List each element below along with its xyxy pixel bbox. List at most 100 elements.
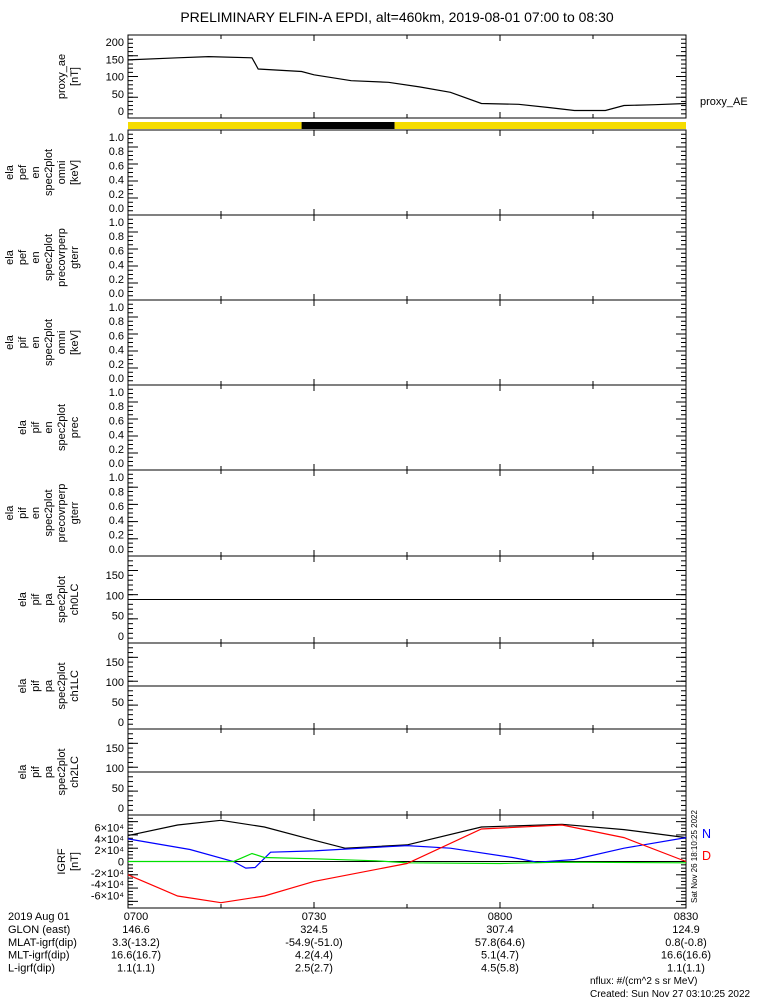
y-tick-label: 0.8 xyxy=(109,401,124,413)
y-tick-label: 2×10⁴ xyxy=(94,845,124,857)
y-tick-label: 0.0 xyxy=(109,203,124,215)
y-tick-label: 0.4 xyxy=(109,515,124,527)
y-tick-label: 50 xyxy=(112,611,124,623)
y-tick-label: 0.8 xyxy=(109,316,124,328)
y-axis-label-line: ch0LC xyxy=(69,584,81,616)
xaxis-row-label: MLAT-igrf(dip) xyxy=(8,937,77,949)
plot-title: PRELIMINARY ELFIN-A EPDI, alt=460km, 201… xyxy=(180,9,614,25)
y-tick-label: 100 xyxy=(106,763,124,775)
y-tick-label: 0.4 xyxy=(109,345,124,357)
y-tick-label: 0.6 xyxy=(109,330,124,342)
panel-proxy_ae: 0 50 100 150 200 proxy_ae [nT] xyxy=(56,34,687,119)
y-tick-label: 6×10⁴ xyxy=(94,823,124,835)
status-segment xyxy=(394,122,686,129)
y-tick-label: 50 xyxy=(112,89,124,101)
y-tick-label: 0.0 xyxy=(109,458,124,470)
xaxis-row-label: L-igrf(dip) xyxy=(8,963,55,975)
y-tick-label: -6×10⁴ xyxy=(91,890,124,902)
y-axis-label-line: pef xyxy=(17,249,29,265)
y-tick-label: 0.0 xyxy=(109,544,124,556)
y-axis-label-line: spec2plot xyxy=(56,662,68,709)
y-tick-label: 0.8 xyxy=(109,231,124,243)
y-axis-label-line: pif xyxy=(17,506,29,519)
y-tick-label: 150 xyxy=(106,657,124,669)
y-tick-label: 0.2 xyxy=(109,444,124,456)
y-tick-label: 0.0 xyxy=(109,288,124,300)
xaxis-row-value: 16.6(16.7) xyxy=(111,950,161,962)
y-tick-label: 0.4 xyxy=(109,260,124,272)
xaxis-row-value: 324.5 xyxy=(300,924,328,936)
y-axis-label-line: precovrperp xyxy=(56,484,68,543)
panel-ela_pif_en_omni: 0.0 0.2 0.4 0.6 0.8 1.0 ela pif en spec2plot omni[… xyxy=(4,299,687,386)
y-axis-label-line: omni xyxy=(56,331,68,355)
y-tick-label: 0.6 xyxy=(109,160,124,172)
xaxis-row-value: 0700 xyxy=(124,911,148,923)
panel-frame xyxy=(127,299,687,386)
y-tick-label: 150 xyxy=(106,570,124,582)
xaxis-row-value: 57.8(64.6) xyxy=(475,937,525,949)
y-axis-label-line: ela xyxy=(17,764,29,780)
y-axis-label-line: prec xyxy=(69,416,81,438)
y-axis-label-line: ela xyxy=(17,419,29,435)
legend-D: D xyxy=(702,849,711,863)
y-axis-label-line: pif xyxy=(30,593,42,606)
xaxis-row-label: GLON (east) xyxy=(8,924,70,936)
xaxis-row-value: 0800 xyxy=(488,911,512,923)
y-tick-label: 0.2 xyxy=(109,274,124,286)
y-axis-label-line: pif xyxy=(30,765,42,778)
y-axis-label-line: spec2plot xyxy=(43,149,55,196)
units-note: nflux: #/(cm^2 s sr MeV) xyxy=(590,976,698,987)
panel-frame xyxy=(127,384,687,471)
y-axis-label-line: pa xyxy=(43,765,55,778)
y-tick-label: 150 xyxy=(106,54,124,66)
y-tick-label: -4×10⁴ xyxy=(91,879,124,891)
xaxis-row-value: 307.4 xyxy=(486,924,514,936)
xaxis-row-value: 1.1(1.1) xyxy=(117,963,155,975)
y-tick-label: 0 xyxy=(118,803,124,815)
xaxis-row-value: 4.2(4.4) xyxy=(295,950,333,962)
y-axis-label-line: pif xyxy=(17,336,29,349)
xaxis-row-label: MLT-igrf(dip) xyxy=(8,950,70,962)
y-axis-label-line: ela xyxy=(17,591,29,607)
y-tick-label: 1.0 xyxy=(109,217,124,229)
y-tick-label: 0 xyxy=(118,857,124,869)
y-tick-label: 1.0 xyxy=(109,132,124,144)
y-axis-label-line: [nT] xyxy=(69,852,81,871)
y-axis-label-line: en xyxy=(43,421,55,433)
status-segment xyxy=(301,122,395,129)
y-axis-label-line: en xyxy=(30,336,42,348)
y-tick-label: 0.2 xyxy=(109,530,124,542)
y-axis-label-line: ela xyxy=(4,505,16,521)
created-note: Created: Sun Nov 27 03:10:25 2022 xyxy=(590,989,751,1000)
panel-frame xyxy=(127,469,687,557)
y-axis-label-line: ela xyxy=(17,678,29,694)
y-axis-label-line: ela xyxy=(4,334,16,350)
y-axis-label-line: IGRF xyxy=(56,848,68,875)
y-axis-label-line: gterr xyxy=(69,246,81,269)
y-tick-label: 0 xyxy=(118,717,124,729)
y-tick-label: 0 xyxy=(118,631,124,643)
xaxis-row-value: 0830 xyxy=(674,911,698,923)
panel-ela_pif_pa_ch0LC: 0 50 100 150 ela pif pa spec2plot ch0LC xyxy=(17,555,687,644)
y-axis-label-line: spec2plot xyxy=(43,319,55,366)
xaxis-row-value: 5.1(4.7) xyxy=(481,950,519,962)
proxy-ae-side-label: proxy_AE xyxy=(700,96,748,108)
y-tick-label: 100 xyxy=(106,677,124,689)
y-axis-label-line: en xyxy=(30,166,42,178)
y-tick-label: 50 xyxy=(112,697,124,709)
panel-status_bar xyxy=(128,122,686,129)
y-tick-label: 0.6 xyxy=(109,245,124,257)
y-axis-label-line: en xyxy=(30,507,42,519)
panel-ela_pef_en_omni: 0.0 0.2 0.4 0.6 0.8 1.0 ela pef en spec2plot omni[… xyxy=(4,129,687,216)
series-N xyxy=(127,837,687,869)
y-tick-label: 1.0 xyxy=(109,472,124,484)
y-tick-label: 150 xyxy=(106,743,124,755)
panel-ela_pef_en_precovrperp: 0.0 0.2 0.4 0.6 0.8 1.0 ela pef en spec2plot preco… xyxy=(4,214,687,301)
panel-ela_pif_pa_ch1LC: 0 50 100 150 ela pif pa spec2plot ch1LC xyxy=(17,642,687,730)
xaxis-row-value: 4.5(5.8) xyxy=(481,963,519,975)
y-axis-label-line: gterr xyxy=(69,501,81,524)
y-tick-label: 0.4 xyxy=(109,430,124,442)
y-axis-label-line: spec2plot xyxy=(43,234,55,281)
y-axis-label-line: ch1LC xyxy=(69,670,81,702)
